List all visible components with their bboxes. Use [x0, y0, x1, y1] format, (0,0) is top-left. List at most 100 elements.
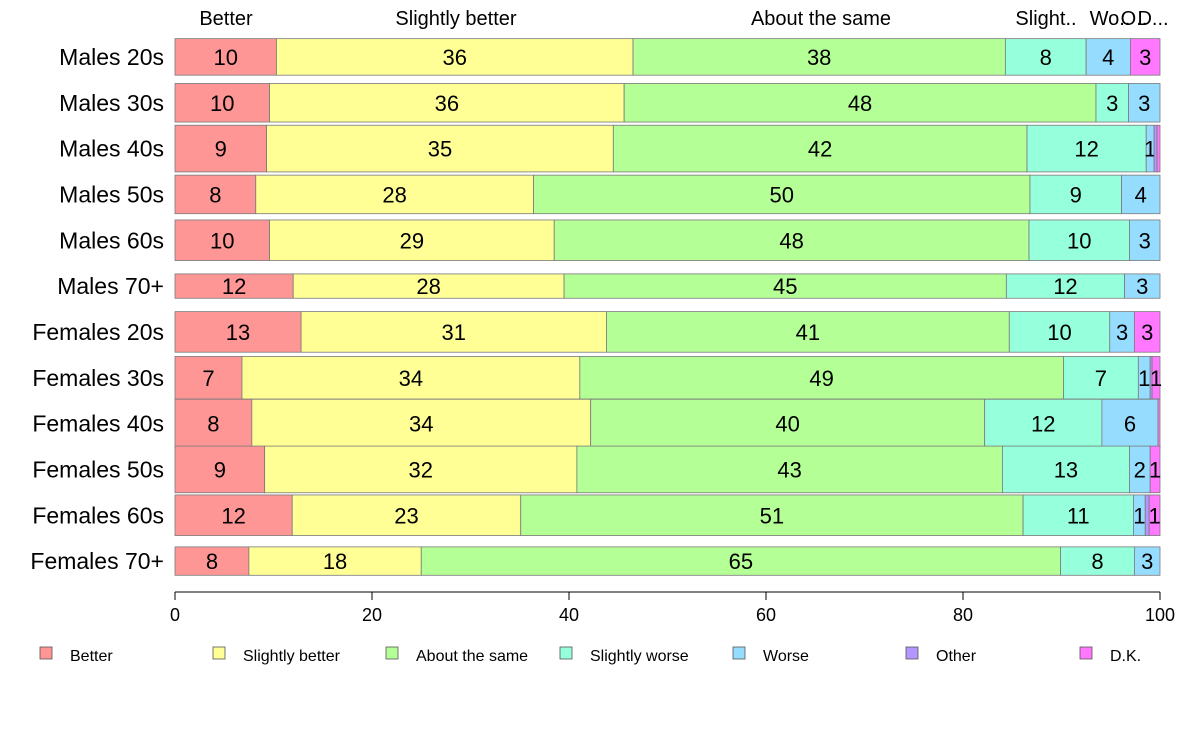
data-label-males-20s-about-the-same: 38: [807, 45, 831, 70]
bar-segment-females-40s-slightly-worse: [984, 398, 1103, 449]
row-label-males-60s: Males 60s: [59, 227, 164, 253]
row-label-females-70: Females 70+: [30, 548, 164, 574]
bar-row-females-40s: 8 34 40 12 6: [174, 398, 1161, 449]
bar-segment-females-60s-better: [174, 494, 293, 536]
legend-swatch-better: [39, 646, 53, 660]
bar-segment-females-70-about-the-same: [420, 546, 1061, 576]
data-label-females-40s-better: 8: [207, 412, 219, 437]
bar-row-females-30s: 7 34 49 7 1 1: [174, 356, 1162, 400]
data-label-males-40s-about-the-same: 42: [808, 137, 832, 162]
legend-item-better: Better: [39, 646, 113, 665]
data-label-males-30s-slightly-worse: 3: [1106, 91, 1118, 116]
data-label-males-40s-slightly-better: 35: [428, 137, 452, 162]
bar-segment-females-40s-slightly-better: [251, 398, 592, 449]
bar-segment-females-60s-about-the-same: [520, 494, 1024, 536]
legend-item-about-the-same: About the same: [385, 646, 528, 665]
data-label-females-30s-slightly-worse: 7: [1095, 366, 1107, 391]
column-label-4: Slight..: [1015, 8, 1076, 30]
row-labels: Males 20s Males 30s Males 40s Males 50s Male…: [30, 44, 164, 574]
legend-label-slightly-worse: Slightly worse: [590, 648, 689, 665]
data-label-males-20s-slightly-worse: 8: [1040, 45, 1052, 70]
bar-segment-males-40s-slightly-better: [266, 124, 614, 173]
column-label-3: About the same: [751, 8, 891, 30]
column-label-2: Slightly better: [395, 8, 517, 30]
data-label-males-20s-better: 10: [213, 45, 237, 70]
legend-swatch-slightly-worse: [559, 646, 573, 660]
x-tick-label-0: 0: [170, 605, 180, 625]
bar-segment-males-60s-worse: [1129, 219, 1161, 261]
legend-label-worse: Worse: [763, 648, 809, 665]
column-label-6: O..: [1121, 8, 1148, 30]
bar-segment-females-20s-better: [174, 311, 302, 353]
bar-segment-females-60s-slightly-worse: [1022, 494, 1134, 536]
data-label-males-70-better: 12: [222, 274, 246, 299]
bar-segment-males-50s-worse: [1121, 174, 1161, 215]
x-tick-label-100: 100: [1145, 605, 1175, 625]
bar-segment-females-20s-slightly-worse: [1008, 311, 1111, 353]
data-label-females-70-slightly-better: 18: [323, 549, 347, 574]
bar-segment-males-70-about-the-same: [563, 273, 1007, 299]
legend-item-slightly-better: Slightly better: [212, 646, 341, 665]
bar-segment-males-70-slightly-better: [292, 273, 565, 299]
data-label-males-30s-better: 10: [210, 91, 234, 116]
row-label-females-60s: Females 60s: [32, 502, 164, 528]
bar-segment-males-50s-slightly-worse: [1029, 174, 1122, 215]
bar-row-males-40s: 9 35 42 12 1: [174, 124, 1161, 173]
bar-segment-males-20s-worse: [1085, 38, 1131, 76]
legend-item-worse: Worse: [732, 646, 809, 665]
data-label-females-70-better: 8: [206, 549, 218, 574]
bar-segment-males-70-better: [174, 273, 294, 299]
data-label-females-30s-slightly-better: 34: [399, 366, 423, 391]
data-label-females-30s-d-k: 1: [1150, 366, 1162, 391]
data-label-females-60s-about-the-same: 51: [760, 503, 784, 528]
data-label-females-50s-better: 9: [214, 457, 226, 482]
legend: Better Slightly better About the same Sligh…: [39, 646, 1141, 665]
legend-item-slightly-worse: Slightly worse: [559, 646, 689, 665]
bar-segment-females-50s-about-the-same: [576, 445, 1003, 494]
data-label-females-20s-about-the-same: 41: [796, 320, 820, 345]
data-label-males-50s-better: 8: [209, 182, 221, 207]
data-label-females-50s-worse: 2: [1134, 457, 1146, 482]
data-label-males-60s-slightly-better: 29: [400, 228, 424, 253]
data-label-females-60s-better: 12: [221, 503, 245, 528]
x-tick-label-80: 80: [953, 605, 973, 625]
bar-segment-females-30s-better: [174, 356, 243, 400]
data-label-males-70-slightly-better: 28: [416, 274, 440, 299]
legend-item-d-k: D.K.: [1079, 646, 1141, 665]
bar-segment-males-30s-about-the-same: [623, 83, 1097, 123]
row-label-males-40s: Males 40s: [59, 136, 164, 162]
data-label-females-20s-d-k: 3: [1141, 320, 1153, 345]
bar-segment-females-60s-d-k: [1148, 494, 1161, 536]
bar-segment-females-60s-slightly-better: [291, 494, 522, 536]
bar-row-males-70: 12 28 45 12 3: [174, 273, 1161, 299]
bar-row-females-60s: 12 23 51 11 1 1: [174, 494, 1161, 536]
data-label-males-70-about-the-same: 45: [773, 274, 797, 299]
bar-segment-females-70-slightly-better: [248, 546, 422, 576]
bar-segment-males-60s-about-the-same: [553, 219, 1030, 261]
data-label-males-30s-worse: 3: [1138, 91, 1150, 116]
row-label-females-40s: Females 40s: [32, 411, 164, 437]
bar-segment-females-40s-better: [174, 398, 253, 449]
legend-label-slightly-better: Slightly better: [243, 648, 341, 665]
data-label-females-20s-worse: 3: [1116, 320, 1128, 345]
bar-segment-females-40s-worse: [1101, 398, 1159, 449]
x-tick-label-20: 20: [362, 605, 382, 625]
row-label-males-20s: Males 20s: [59, 44, 164, 70]
bar-segment-females-50s-better: [174, 445, 266, 494]
data-label-females-60s-worse: 1: [1133, 503, 1145, 528]
data-label-males-50s-worse: 4: [1135, 182, 1147, 207]
x-tick-label-60: 60: [756, 605, 776, 625]
data-label-males-50s-slightly-better: 28: [382, 182, 406, 207]
data-label-females-60s-slightly-better: 23: [394, 503, 418, 528]
legend-label-d-k: D.K.: [1110, 648, 1141, 665]
row-label-males-30s: Males 30s: [59, 90, 164, 116]
data-label-females-20s-slightly-worse: 10: [1047, 320, 1071, 345]
column-label-1: Better: [199, 8, 253, 30]
legend-swatch-d-k: [1079, 646, 1093, 660]
bar-segment-females-20s-about-the-same: [606, 311, 1010, 353]
x-tick-label-40: 40: [559, 605, 579, 625]
data-label-females-70-worse: 3: [1141, 549, 1153, 574]
bar-segment-females-70-better: [174, 546, 250, 576]
bar-segment-males-40s-d-k: [1156, 124, 1161, 173]
bar-row-females-20s: 13 31 41 10 3 3: [174, 311, 1161, 353]
